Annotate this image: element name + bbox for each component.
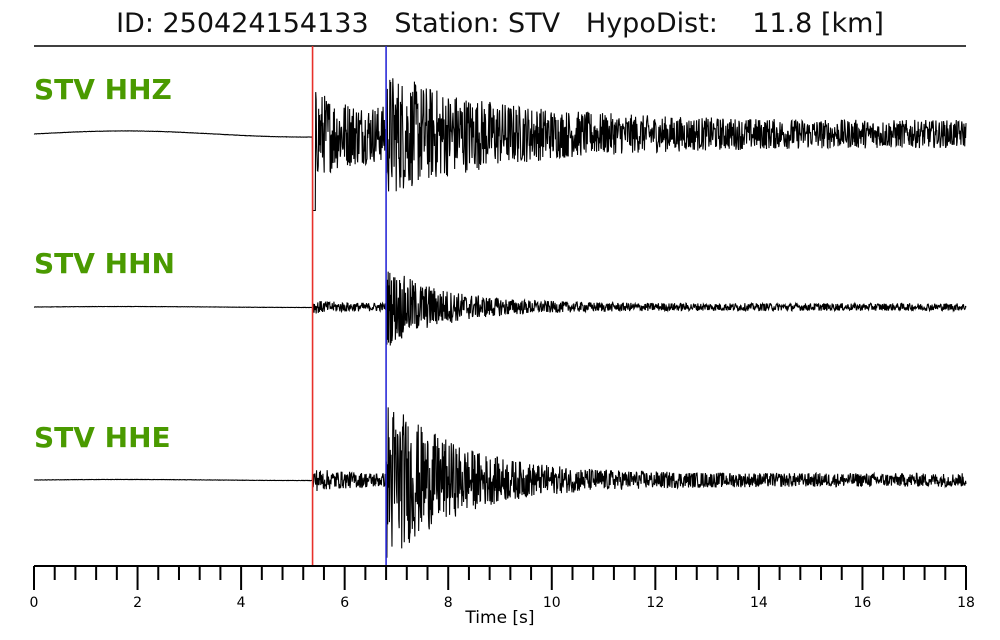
x-tick-label: 6 (340, 595, 349, 611)
chart-title: ID: 250424154133 Station: STV HypoDist: … (116, 8, 884, 39)
x-tick-label: 16 (854, 595, 872, 611)
trace-label-hhe: STV HHE (34, 421, 171, 454)
trace-stv-hhn (33, 271, 967, 346)
trace-stv-hhz (33, 78, 967, 212)
x-tick-label: 0 (30, 595, 39, 611)
x-tick-label: 18 (957, 595, 975, 611)
x-tick-label: 10 (543, 595, 561, 611)
x-tick-label: 4 (237, 595, 246, 611)
x-tick-label: 12 (646, 595, 664, 611)
trace-stv-hhe (33, 407, 967, 558)
trace-label-hhn: STV HHN (34, 247, 175, 280)
trace-label-hhz: STV HHZ (34, 73, 172, 106)
x-tick-label: 14 (750, 595, 768, 611)
x-axis-label: Time [s] (464, 608, 534, 628)
x-tick-label: 2 (133, 595, 142, 611)
x-tick-label: 8 (444, 595, 453, 611)
